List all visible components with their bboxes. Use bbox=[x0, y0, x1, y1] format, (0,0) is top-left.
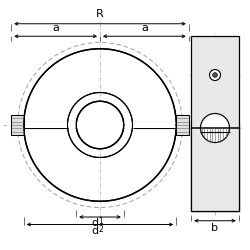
Text: d: d bbox=[91, 226, 98, 235]
Text: 1: 1 bbox=[98, 217, 103, 226]
Text: d: d bbox=[91, 218, 98, 228]
Bar bbox=[191, 36, 239, 211]
Circle shape bbox=[200, 114, 230, 142]
Circle shape bbox=[213, 73, 217, 77]
Circle shape bbox=[210, 70, 220, 80]
Text: R: R bbox=[96, 9, 104, 19]
Bar bbox=[11, 122, 189, 128]
Bar bbox=[191, 124, 239, 128]
Circle shape bbox=[76, 101, 124, 149]
Text: a: a bbox=[141, 23, 148, 33]
Bar bbox=[176, 115, 189, 135]
Text: a: a bbox=[52, 23, 59, 33]
Text: 2: 2 bbox=[98, 225, 103, 234]
Bar bbox=[11, 115, 24, 135]
Text: b: b bbox=[212, 223, 218, 233]
Bar bbox=[191, 128, 239, 211]
